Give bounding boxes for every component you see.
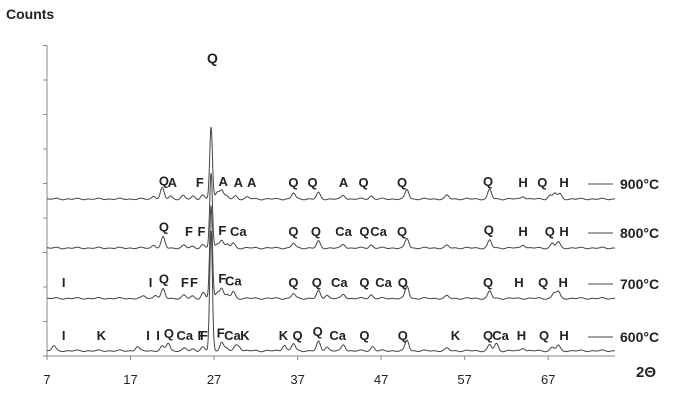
phase-label: Ca <box>492 328 509 343</box>
phase-label: Q <box>397 175 407 190</box>
phase-label: H <box>559 175 568 190</box>
phase-label: Q <box>359 328 369 343</box>
phase-label: F <box>198 328 206 343</box>
y-axis-label: Counts <box>6 6 55 22</box>
top-peak-label: Q <box>207 50 218 66</box>
phase-label: Q <box>398 275 408 290</box>
series-line-2 <box>47 173 616 250</box>
phase-label: Q <box>483 174 493 189</box>
phase-label: F <box>190 275 198 290</box>
phase-label: Q <box>545 224 555 239</box>
phase-label: Ca <box>335 224 352 239</box>
phase-label: F <box>218 271 226 286</box>
phase-label: Q <box>288 224 298 239</box>
phase-label: K <box>240 328 250 343</box>
phase-label: I <box>62 328 66 343</box>
phase-label: Ca <box>329 328 346 343</box>
x-tick-label: 17 <box>123 372 137 387</box>
phase-label: H <box>517 328 526 343</box>
phase-label: Q <box>308 175 318 190</box>
phase-label: K <box>279 328 289 343</box>
phase-label: Q <box>313 324 323 339</box>
phase-label: Q <box>164 326 174 341</box>
phase-label: F <box>217 325 225 340</box>
phase-label: Ca <box>375 275 392 290</box>
phase-label: Q <box>293 328 303 343</box>
phase-label: Ca <box>225 273 242 288</box>
x-tick-label: 67 <box>541 372 555 387</box>
phase-label: A <box>247 175 257 190</box>
phase-label: H <box>559 224 568 239</box>
phase-label: I <box>62 275 66 290</box>
x-tick-label: 7 <box>43 372 50 387</box>
phase-label: H <box>559 328 568 343</box>
phase-label: F <box>196 175 204 190</box>
series-name-label: 900°C <box>620 176 659 192</box>
series-name-label: 800°C <box>620 225 659 241</box>
phase-label: Q <box>359 175 369 190</box>
phase-label: Q <box>159 272 169 287</box>
phase-label: Ca <box>331 275 348 290</box>
phase-label: F <box>218 223 226 238</box>
phase-label: Ca <box>177 328 194 343</box>
phase-label: F <box>185 224 193 239</box>
phase-label: Q <box>397 224 407 239</box>
phase-label: Q <box>359 224 369 239</box>
phase-label: I <box>146 328 150 343</box>
phase-label: H <box>518 224 527 239</box>
phase-label: Q <box>398 328 408 343</box>
phase-label: A <box>168 175 178 190</box>
phase-label: Q <box>159 220 169 235</box>
x-tick-label: 37 <box>290 372 304 387</box>
phase-label: H <box>514 275 523 290</box>
phase-label: A <box>339 175 349 190</box>
phase-label: Q <box>288 275 298 290</box>
x-tick-label: 47 <box>374 372 388 387</box>
x-tick-label: 27 <box>207 372 221 387</box>
series-line-3 <box>47 126 616 201</box>
phase-label: F <box>200 328 208 343</box>
phase-label: Q <box>159 173 169 188</box>
phase-label: Ca <box>370 224 387 239</box>
phase-label: F <box>181 275 189 290</box>
series-line-1 <box>47 205 616 300</box>
phase-label: Ca <box>230 224 247 239</box>
phase-label: I <box>149 275 153 290</box>
phase-label: Q <box>288 175 298 190</box>
phase-label: Q <box>539 328 549 343</box>
phase-label: H <box>518 175 527 190</box>
phase-label: Q <box>483 275 493 290</box>
phase-label: K <box>97 328 107 343</box>
phase-label: Q <box>311 224 321 239</box>
phase-label: F <box>198 224 206 239</box>
x-tick-label: 57 <box>457 372 471 387</box>
phase-label: H <box>559 275 568 290</box>
series-name-label: 600°C <box>620 329 659 345</box>
series-name-label: 700°C <box>620 276 659 292</box>
phase-label: Q <box>312 275 322 290</box>
phase-label: Q <box>483 328 493 343</box>
series-line-0 <box>47 230 616 353</box>
phase-label: A <box>234 175 244 190</box>
phase-label: Q <box>538 275 548 290</box>
phase-label: Q <box>537 175 547 190</box>
phase-label: Q <box>484 222 494 237</box>
phase-label: Ca <box>224 328 241 343</box>
phase-label: K <box>451 328 461 343</box>
phase-label: I <box>156 328 160 343</box>
x-axis-label: 2Θ <box>636 364 657 381</box>
phase-label: A <box>219 174 229 189</box>
phase-label: Q <box>359 275 369 290</box>
